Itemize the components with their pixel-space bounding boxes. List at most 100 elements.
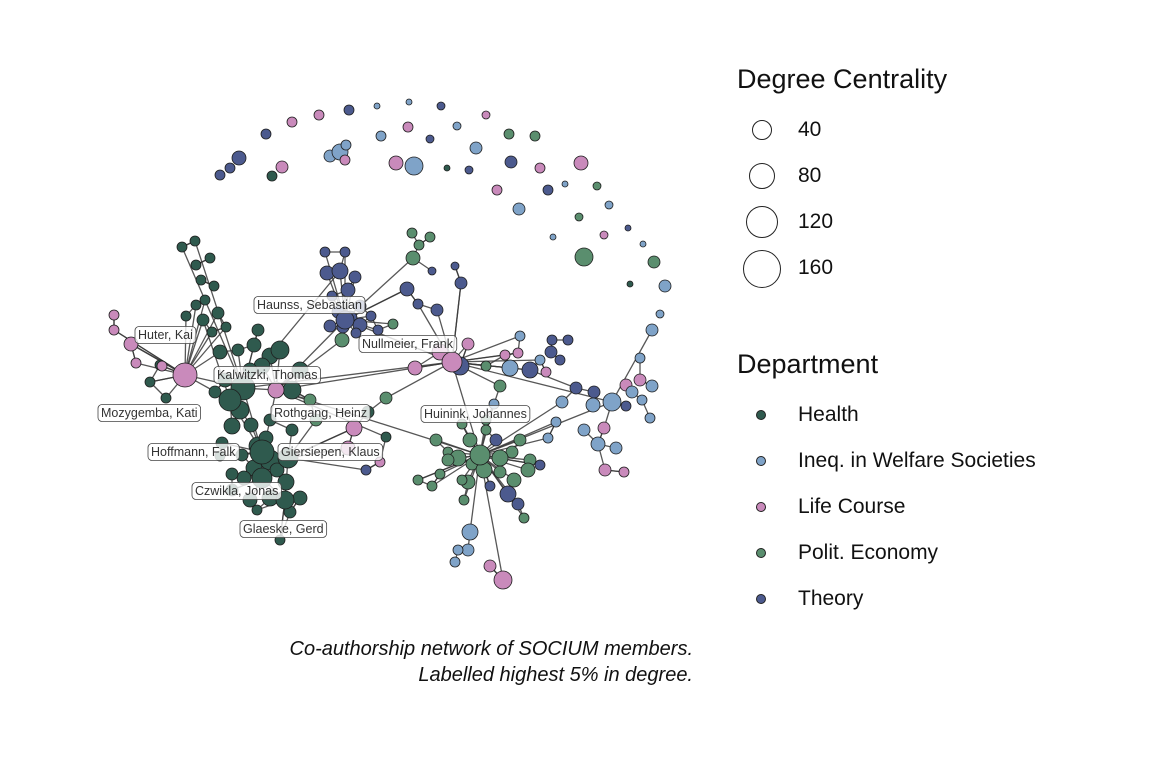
network-node	[484, 480, 496, 492]
network-node	[461, 543, 475, 557]
network-node	[609, 441, 623, 455]
network-node	[266, 170, 278, 182]
network-node	[462, 432, 478, 448]
network-edge	[385, 361, 453, 399]
network-node	[480, 424, 492, 436]
network-node	[504, 155, 518, 169]
network-node	[224, 162, 236, 174]
node-label-text: Nullmeier, Frank	[362, 337, 454, 351]
network-node	[426, 480, 438, 492]
network-node	[212, 344, 228, 360]
node-label-box	[253, 296, 366, 314]
network-node	[450, 261, 460, 271]
node-label-text: Huter, Kai	[138, 328, 193, 342]
caption-line-1: Co-authorship network of SOCIUM members.	[289, 638, 693, 660]
network-node	[618, 466, 630, 478]
dept-legend-title: Department	[737, 349, 879, 379]
network-node	[655, 309, 665, 319]
network-node	[180, 310, 192, 322]
size-legend-circle-160	[743, 250, 781, 288]
network-node	[599, 230, 609, 240]
network-node	[658, 279, 672, 293]
network-node	[633, 373, 647, 387]
network-node	[452, 544, 464, 556]
size-legend-circle-40	[752, 120, 772, 140]
network-node	[441, 453, 455, 467]
network-node	[425, 134, 435, 144]
node-label-text: Giersiepen, Klaus	[281, 445, 380, 459]
network-node	[480, 360, 492, 372]
network-node	[123, 336, 139, 352]
network-node	[499, 349, 511, 361]
network-node	[590, 436, 606, 452]
dept-legend-label-polit-economy: Polit. Economy	[798, 541, 939, 564]
network-node	[542, 432, 554, 444]
node-label: Giersiepen, Klaus	[277, 443, 384, 461]
network-node	[402, 121, 414, 133]
network-node	[387, 318, 399, 330]
network-node	[574, 212, 584, 222]
network-node	[413, 239, 425, 251]
network-node	[334, 332, 350, 348]
network-node	[319, 246, 331, 258]
network-node	[512, 347, 524, 359]
network-node	[225, 467, 239, 481]
network-node	[405, 250, 421, 266]
network-node	[550, 416, 562, 428]
network-node	[206, 326, 218, 338]
network-node	[407, 360, 423, 376]
network-node	[275, 160, 289, 174]
network-node	[190, 299, 202, 311]
network-node	[514, 330, 526, 342]
network-node	[214, 169, 226, 181]
node-label-text: Haunss, Sebastian	[257, 298, 362, 312]
network-node	[243, 417, 259, 433]
network-node	[292, 490, 308, 506]
node-label-text: Kalwitzki, Thomas	[217, 368, 318, 382]
network-node	[231, 150, 247, 166]
network-node	[160, 392, 172, 404]
network-node	[267, 381, 285, 399]
node-label: Huter, Kai	[134, 326, 197, 344]
node-label: Glaeske, Gerd	[239, 520, 328, 538]
network-node	[189, 235, 201, 247]
node-label-text: Czwikla, Jonas	[195, 484, 278, 498]
network-node	[503, 128, 515, 140]
network-node	[412, 298, 424, 310]
network-node	[427, 266, 437, 276]
network-node	[436, 101, 446, 111]
network-edge	[181, 246, 244, 389]
size-legend-circle-120	[746, 206, 778, 238]
network-node	[156, 360, 168, 372]
dept-legend-label-health: Health	[798, 403, 859, 426]
network-node	[461, 523, 479, 541]
network-node	[373, 102, 381, 110]
network-node	[269, 462, 285, 478]
size-legend-label-160: 160	[798, 256, 834, 279]
network-node	[549, 233, 557, 241]
network-node	[493, 570, 513, 590]
network-node	[246, 337, 262, 353]
network-node	[511, 497, 525, 511]
network-node	[251, 323, 265, 337]
network-node	[388, 155, 404, 171]
network-node	[360, 464, 372, 476]
network-node	[534, 459, 546, 471]
network-node	[285, 423, 299, 437]
network-node	[434, 468, 446, 480]
network-node	[339, 246, 351, 258]
network-nodes	[108, 98, 672, 590]
network-node	[573, 155, 589, 171]
network-node	[430, 303, 444, 317]
network-node	[464, 165, 474, 175]
node-label: Haunss, Sebastian	[253, 296, 366, 314]
network-node	[634, 352, 646, 364]
network-node	[348, 270, 362, 284]
network-node	[587, 385, 601, 399]
network-node	[604, 200, 614, 210]
network-node	[577, 423, 591, 437]
network-node	[456, 474, 468, 486]
network-node	[644, 412, 656, 424]
network-node	[429, 433, 443, 447]
